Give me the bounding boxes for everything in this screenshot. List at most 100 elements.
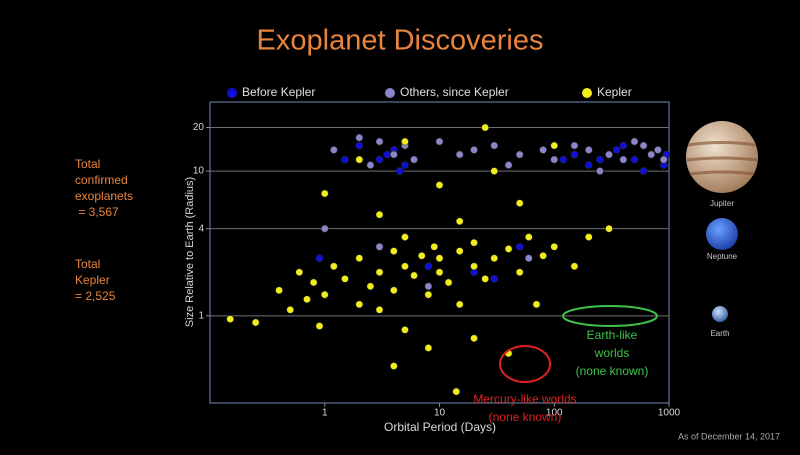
point	[490, 167, 499, 175]
point	[226, 315, 235, 323]
point	[444, 278, 453, 287]
point	[630, 155, 639, 164]
point	[303, 295, 311, 304]
point	[355, 300, 364, 309]
point	[550, 242, 559, 251]
point	[659, 155, 668, 164]
point	[515, 199, 524, 208]
point	[532, 300, 541, 309]
point	[355, 155, 364, 164]
point	[559, 155, 568, 164]
annotation: Earth-like	[587, 328, 638, 342]
y-tick-label: 20	[193, 122, 205, 133]
point	[366, 161, 375, 169]
point	[570, 150, 579, 159]
point	[424, 344, 433, 352]
point	[504, 244, 513, 253]
point	[639, 167, 648, 175]
point	[435, 181, 444, 190]
point	[435, 137, 444, 146]
point	[470, 146, 478, 154]
point	[605, 224, 613, 233]
y-tick-label: 4	[198, 223, 204, 234]
jupiter-bands	[686, 141, 758, 176]
point	[596, 167, 604, 175]
point	[286, 305, 295, 314]
point	[375, 210, 384, 219]
point	[309, 278, 318, 287]
x-tick-label: 100	[546, 408, 563, 419]
point	[389, 150, 398, 159]
y-axis-label: Size Relative to Earth (Radius)	[184, 177, 196, 327]
point	[647, 150, 656, 159]
point	[619, 141, 628, 150]
point	[375, 305, 384, 314]
point	[435, 268, 444, 277]
point	[490, 141, 499, 150]
point	[424, 290, 433, 299]
point	[355, 141, 364, 150]
point	[275, 286, 283, 295]
point	[315, 322, 324, 330]
point	[455, 247, 464, 256]
point	[570, 141, 579, 150]
side-note: confirmed	[75, 173, 128, 187]
point	[341, 155, 349, 164]
point	[470, 238, 478, 247]
point	[383, 150, 392, 159]
point	[524, 254, 533, 263]
legend-label: Before Kepler	[242, 85, 315, 99]
x-tick-label: 10	[434, 408, 446, 419]
legend-label: Others, since Kepler	[400, 85, 509, 99]
point	[455, 217, 464, 226]
point	[320, 224, 329, 233]
point	[455, 300, 464, 309]
point	[524, 233, 533, 241]
legend-marker	[582, 88, 592, 98]
point	[389, 286, 398, 295]
neptune-image	[706, 218, 738, 250]
point	[320, 290, 329, 299]
point	[504, 161, 513, 169]
point	[401, 262, 409, 271]
point	[295, 268, 304, 277]
point	[424, 262, 433, 271]
legend-marker	[385, 88, 395, 98]
point	[570, 262, 579, 271]
point	[584, 161, 593, 169]
point	[315, 254, 324, 263]
point	[481, 274, 490, 283]
point	[550, 155, 559, 164]
point	[410, 155, 418, 164]
point	[630, 137, 639, 146]
point	[355, 133, 364, 142]
point	[596, 155, 604, 164]
point	[470, 262, 478, 271]
point	[410, 271, 418, 280]
point	[320, 189, 329, 198]
earth-image	[712, 306, 728, 322]
point	[430, 242, 439, 251]
side-note: Kepler	[75, 273, 110, 287]
point	[401, 161, 409, 169]
point	[612, 146, 621, 154]
point	[341, 274, 349, 283]
planet-label: Earth	[710, 329, 729, 338]
y-tick-label: 10	[193, 166, 205, 177]
point	[251, 318, 260, 327]
point	[490, 274, 499, 283]
point	[375, 268, 384, 277]
point	[389, 362, 398, 370]
annotation: Mercury-like worlds	[473, 392, 576, 406]
point	[550, 141, 559, 150]
x-tick-label: 1000	[658, 408, 681, 419]
mercury-like-zone	[499, 345, 551, 383]
point	[329, 146, 338, 154]
x-tick-label: 1	[322, 408, 328, 419]
point	[401, 137, 409, 146]
point	[375, 137, 384, 146]
point	[401, 233, 409, 241]
annotation: (none known)	[489, 410, 562, 424]
